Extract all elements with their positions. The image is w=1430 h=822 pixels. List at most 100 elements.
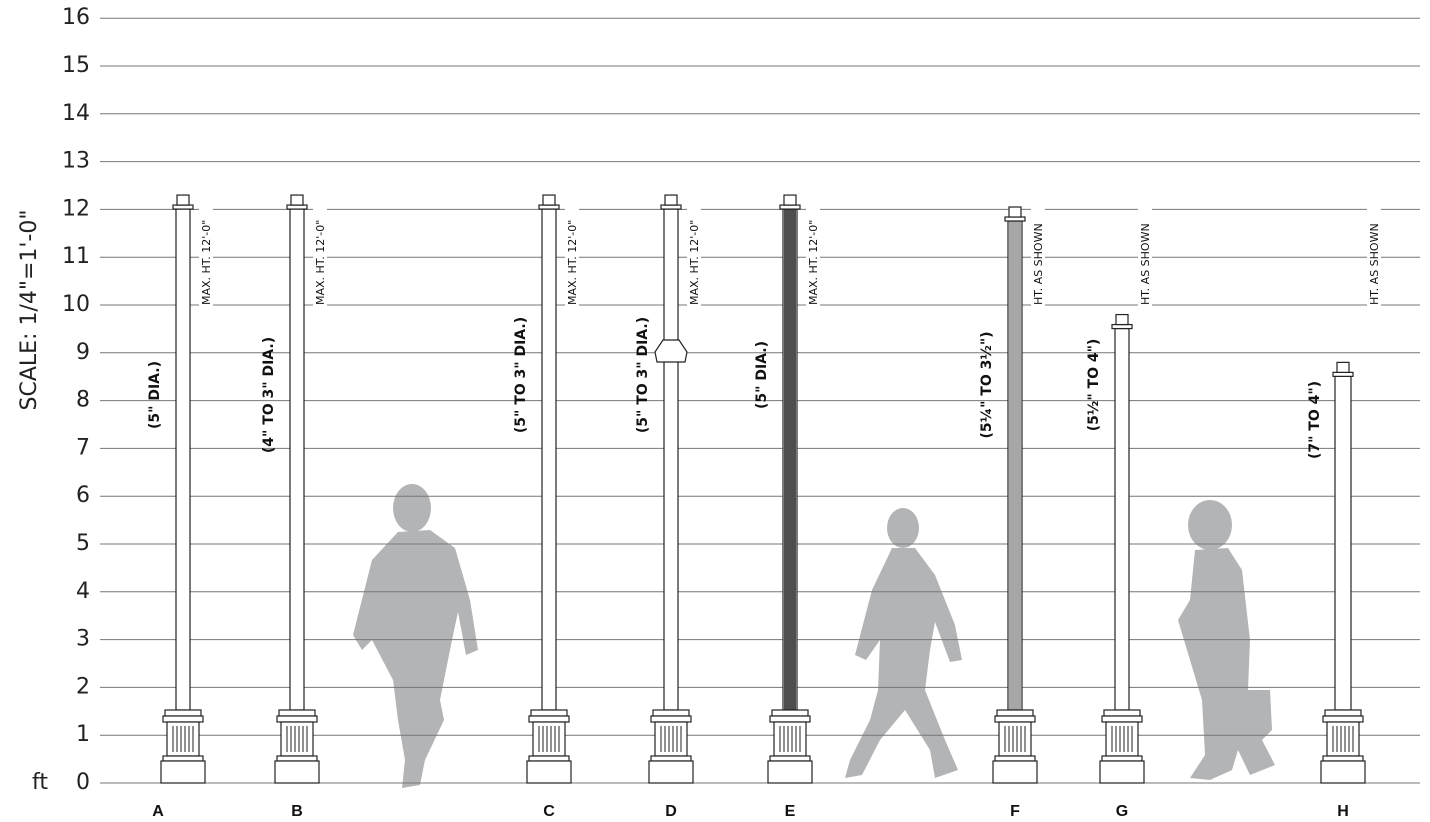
diameter-label: (4" TO 3" DIA.)	[261, 337, 277, 453]
post-plinth-ring	[276, 755, 318, 762]
post-plinth	[526, 760, 572, 784]
post-plinth-ring	[769, 755, 811, 762]
post-ring	[1322, 715, 1364, 723]
post-cap-ring	[1004, 216, 1026, 222]
post-shaft	[1334, 375, 1352, 711]
y-tick-label: 10	[62, 292, 90, 317]
post-cap-ring	[660, 204, 682, 210]
post-plinth	[1099, 760, 1145, 784]
post-shaft	[289, 208, 305, 711]
post-plinth	[648, 760, 694, 784]
post-letter: F	[1010, 803, 1020, 820]
height-note: HT. AS SHOWN	[1368, 223, 1381, 305]
post-base-fluted	[998, 721, 1032, 757]
height-note: MAX. HT. 12'-0"	[314, 220, 327, 305]
post-base-fluted	[280, 721, 314, 757]
post-cap	[783, 194, 797, 206]
y-tick-label: 13	[62, 149, 90, 174]
post-plinth	[274, 760, 320, 784]
post-ring	[276, 715, 318, 723]
diameter-label: (5" DIA.)	[754, 341, 770, 409]
post-base-fluted	[532, 721, 566, 757]
post-shaft	[1114, 327, 1130, 711]
post-plinth-ring	[528, 755, 570, 762]
man-silhouette	[353, 484, 478, 788]
lamp-post	[992, 206, 1045, 784]
post-ring	[1103, 709, 1141, 717]
note-background	[1138, 208, 1152, 306]
y-tick-label: 6	[76, 483, 90, 508]
post-cap-ring	[779, 204, 801, 210]
y-tick-label: 3	[76, 627, 90, 652]
post-ring	[652, 709, 690, 717]
post-ring	[769, 715, 811, 723]
post-cap	[176, 194, 190, 206]
man-with-briefcase-silhouette	[1178, 500, 1275, 780]
diameter-label: (5" TO 3" DIA.)	[513, 317, 529, 433]
silhouettes	[353, 484, 1275, 788]
post-cap	[664, 194, 678, 206]
post-plinth-ring	[1101, 755, 1143, 762]
post-plinth-ring	[650, 755, 692, 762]
lamp-post	[648, 194, 701, 784]
post-cap	[542, 194, 556, 206]
note-background	[565, 208, 579, 306]
diameter-label: (5" DIA.)	[147, 361, 163, 429]
post-base-fluted	[1326, 721, 1360, 757]
post-shaft	[175, 208, 191, 711]
note-background	[687, 208, 701, 306]
scale-label: SCALE: 1/4"=1'-0"	[17, 210, 42, 411]
post-cap-ring	[1332, 371, 1354, 377]
post-ring	[650, 715, 692, 723]
post-ring	[771, 709, 809, 717]
post-shaft	[663, 208, 679, 711]
lamp-post	[767, 194, 820, 784]
post-cap-ring	[1111, 323, 1133, 330]
y-tick-label: 14	[62, 101, 90, 126]
y-tick-label: 11	[62, 244, 90, 269]
diameter-label: (5¼" TO 3½")	[979, 331, 995, 438]
post-shaft	[541, 208, 557, 711]
y-tick-label: 1	[76, 722, 90, 747]
diameter-label: (7" TO 4")	[1307, 381, 1323, 459]
note-background	[313, 208, 327, 306]
y-tick-label: 16	[62, 5, 90, 30]
unit-label: ft	[32, 770, 48, 795]
note-background	[806, 208, 820, 306]
post-letter: B	[291, 803, 303, 820]
post-cap	[290, 194, 304, 206]
note-background	[1031, 208, 1045, 306]
post-plinth	[767, 760, 813, 784]
post-collar	[654, 339, 688, 363]
post-cap-ring	[286, 204, 308, 210]
post-plinth-ring	[1322, 755, 1364, 762]
post-cap-ring	[172, 204, 194, 210]
y-tick-label: 9	[76, 340, 90, 365]
post-ring	[528, 715, 570, 723]
post-letter: G	[1116, 803, 1128, 820]
post-ring	[996, 709, 1034, 717]
height-note: HT. AS SHOWN	[1139, 223, 1152, 305]
y-tick-label: 8	[76, 388, 90, 413]
post-ring	[1324, 709, 1362, 717]
post-letter: D	[665, 803, 677, 820]
post-cap	[1008, 206, 1022, 218]
y-tick-label: 7	[76, 435, 90, 460]
y-tick-label: 12	[62, 196, 90, 221]
post-letter: E	[785, 803, 796, 820]
lamp-post	[526, 194, 579, 784]
post-base-fluted	[654, 721, 688, 757]
y-tick-label: 2	[76, 674, 90, 699]
post-plinth	[992, 760, 1038, 784]
post-plinth	[160, 760, 206, 784]
post-ring	[1101, 715, 1143, 723]
post-ring	[164, 709, 202, 717]
post-letter: C	[543, 803, 555, 820]
y-tick-label: 5	[76, 531, 90, 556]
lamp-post	[1099, 208, 1152, 784]
lamp-post	[160, 194, 213, 784]
post-plinth	[1320, 760, 1366, 784]
post-base-fluted	[1105, 721, 1139, 757]
lamp-post	[1320, 208, 1381, 784]
